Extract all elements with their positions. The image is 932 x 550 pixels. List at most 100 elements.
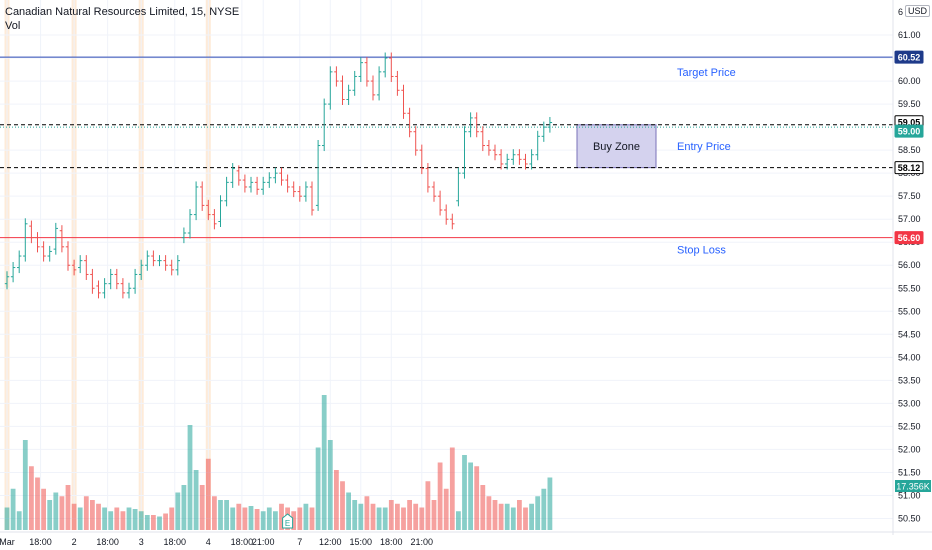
- candle: [291, 181, 296, 198]
- candle: [175, 255, 180, 276]
- candle: [4, 271, 10, 290]
- candle: [65, 241, 71, 271]
- time-tick-label: 18:00: [163, 537, 186, 547]
- candle: [523, 153, 528, 170]
- volume-bar: [181, 485, 187, 530]
- volume-bars: [4, 395, 553, 530]
- buy-zone-label: Buy Zone: [593, 141, 640, 153]
- gridlines: [0, 0, 893, 530]
- time-tick-label: 2: [72, 537, 77, 547]
- candle: [53, 222, 58, 255]
- candle: [212, 209, 217, 230]
- candle: [35, 232, 40, 253]
- price-tick-label: 52.50: [898, 421, 921, 431]
- annotation-labels: E Target Price Entry Price Stop Loss: [282, 67, 736, 529]
- candle: [462, 126, 467, 179]
- volume-bar: [382, 507, 388, 530]
- candle: [267, 172, 272, 188]
- candle: [78, 255, 83, 274]
- time-tick-label: 3: [139, 537, 144, 547]
- candle: [505, 153, 510, 170]
- volume-bar: [425, 481, 431, 530]
- volume-bar: [71, 503, 77, 530]
- candle: [474, 112, 479, 138]
- price-tick-label: 61.00: [898, 30, 921, 40]
- stop-loss-label: Stop Loss: [677, 245, 726, 257]
- candle: [492, 144, 498, 161]
- volume-bar: [53, 492, 59, 530]
- candle: [145, 250, 150, 271]
- volume-bar: [205, 458, 211, 530]
- volume-bar: [22, 440, 28, 530]
- currency-button[interactable]: USD: [905, 5, 931, 17]
- candle: [206, 199, 211, 221]
- volume-bar: [431, 500, 437, 530]
- volume-bar: [236, 503, 242, 530]
- volume-bar: [77, 507, 83, 530]
- candle: [309, 181, 315, 216]
- earnings-marker-icon[interactable]: E: [282, 513, 294, 529]
- lower-entry-tag-bg: [894, 161, 924, 175]
- candle: [456, 167, 461, 207]
- candle: [181, 227, 187, 244]
- current-price-tag: 59.00: [894, 124, 924, 138]
- candle: [23, 218, 28, 262]
- volume-bar: [248, 506, 254, 530]
- candle: [254, 176, 260, 195]
- volume-bar: [273, 511, 278, 530]
- candle: [230, 163, 235, 188]
- candle: [285, 174, 290, 193]
- time-tick-label: 18:00: [29, 537, 52, 547]
- candle: [535, 130, 540, 161]
- candle: [200, 181, 205, 211]
- candle: [10, 262, 16, 283]
- buy-zone-box: [576, 124, 657, 169]
- candle: [187, 209, 193, 239]
- volume-bar: [144, 515, 150, 530]
- candle: [108, 268, 113, 290]
- candle: [358, 57, 363, 82]
- symbol-title: Canadian Natural Resources Limited, 15, …: [5, 6, 240, 18]
- volume-bar: [474, 466, 480, 530]
- time-tick-label: 18:00: [96, 537, 119, 547]
- candle: [383, 52, 388, 78]
- candle: [114, 268, 119, 290]
- candle: [468, 112, 473, 138]
- lower-entry-tag: 58.12: [894, 161, 924, 175]
- price-tick-label: 60.00: [898, 76, 921, 86]
- volume-bar: [218, 500, 223, 530]
- time-tick-label: 7: [297, 537, 302, 547]
- candle: [431, 181, 437, 202]
- candle: [84, 255, 89, 280]
- volume-label: Vol: [5, 20, 21, 32]
- volume-bar: [260, 511, 266, 530]
- price-tick-label: 54.50: [898, 329, 921, 339]
- target-price-tag-text: 60.52: [898, 53, 921, 63]
- entry-price-label: Entry Price: [677, 141, 731, 153]
- candle: [480, 126, 485, 152]
- volume-bar: [102, 507, 107, 530]
- candle: [279, 167, 284, 186]
- volume-bar: [132, 509, 138, 530]
- candle: [444, 204, 449, 225]
- candle: [47, 245, 52, 262]
- candle: [132, 268, 138, 294]
- candle: [486, 140, 492, 156]
- stop-loss-tag: 56.60: [894, 231, 924, 245]
- volume-bar: [309, 507, 315, 530]
- volume-bar: [187, 425, 193, 530]
- volume-bar: [395, 503, 400, 530]
- volume-bar: [364, 496, 370, 530]
- price-tick-label: 55.00: [898, 306, 921, 316]
- volume-bar: [303, 503, 309, 530]
- volume-bar: [297, 507, 303, 530]
- price-tick-label: 55.50: [898, 283, 921, 293]
- time-tick-label: 21:00: [252, 537, 275, 547]
- candle: [541, 121, 546, 142]
- volume-bar: [468, 462, 473, 530]
- price-tick-label: 58.50: [898, 145, 921, 155]
- candle: [395, 70, 400, 96]
- candle: [163, 255, 168, 271]
- price-tick-label: 59.50: [898, 99, 921, 109]
